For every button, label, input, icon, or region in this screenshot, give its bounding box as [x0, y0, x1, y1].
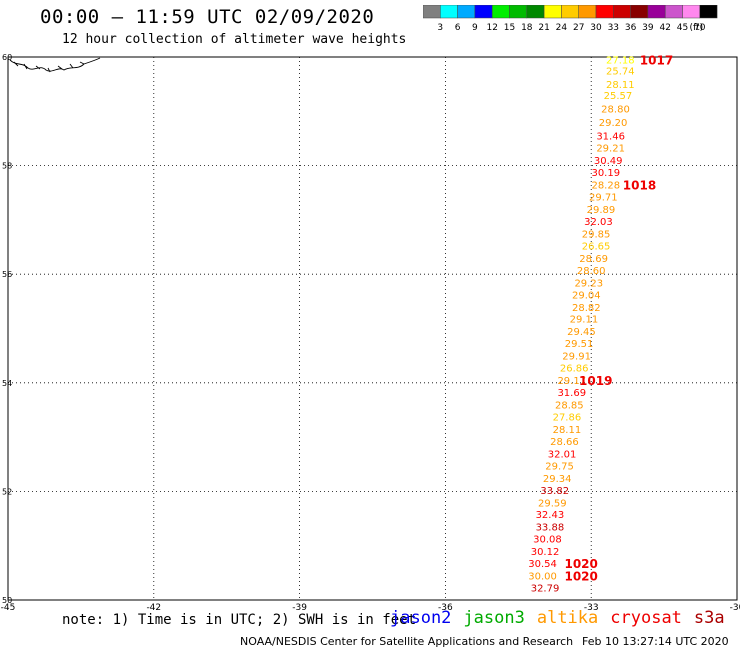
pressure-label: 1020	[564, 570, 597, 584]
swh-value-label: 28.82	[572, 303, 601, 314]
lon-tick-label: -42	[146, 603, 161, 612]
swh-value-label: 32.79	[531, 584, 560, 595]
swh-value-label: 27.18	[606, 56, 635, 67]
lon-tick-label: -33	[584, 603, 599, 612]
swh-value-label: 29.45	[567, 327, 596, 338]
swh-value-label: 28.80	[601, 105, 630, 116]
swh-value-label: 29.20	[599, 118, 628, 129]
colorbar-tick-label: 15	[504, 23, 515, 33]
colorbar-tick-label: 6	[455, 23, 461, 33]
colorbar-tick-label: 12	[486, 23, 497, 33]
footer-credit: NOAA/NESDIS Center for Satellite Applica…	[240, 635, 574, 648]
colorbar-tick-label: 30	[590, 23, 602, 33]
colorbar-tick-label: 24	[556, 23, 568, 33]
swh-value-label: 28.28	[591, 181, 620, 192]
color-scale-legend: 3 6 9 12 15 18 21 24 27 30 33 36 39 42 45 70(ft)	[423, 5, 718, 33]
swh-value-label: 32.43	[536, 510, 565, 521]
swh-value-label: 29.71	[589, 193, 618, 204]
swh-value-label: 30.00	[528, 572, 557, 583]
swh-value-label: 29.04	[572, 290, 601, 301]
swh-value-label: 29.23	[574, 278, 603, 289]
lat-tick-label: 52	[2, 487, 12, 496]
pressure-label: 1020	[564, 557, 597, 571]
lon-tick-label: -30	[730, 603, 740, 612]
lon-tick-label: -36	[438, 603, 453, 612]
lon-tick-label: -45	[1, 603, 16, 612]
swh-value-label: 29.91	[562, 352, 591, 363]
colorbar-tick-label: 27	[573, 23, 584, 33]
swh-value-label: 29.89	[587, 205, 616, 216]
colorbar-tick-label: 33	[608, 23, 619, 33]
swh-value-label: 31.69	[557, 388, 586, 399]
swh-value-label: 30.49	[594, 156, 623, 167]
swh-value-label: 29.34	[543, 474, 572, 485]
swh-value-label: 32.01	[548, 449, 577, 460]
colorbar-unit: (ft)	[690, 23, 704, 33]
swh-value-label: 28.11	[606, 80, 635, 91]
swh-value-label: 25.57	[604, 91, 633, 102]
swh-value-label: 26.86	[560, 364, 589, 375]
pressure-label: 1017	[640, 54, 673, 68]
page-title: 00:00 – 11:59 UTC 02/09/2020	[40, 6, 375, 28]
swh-value-label: 28.66	[550, 437, 579, 448]
swh-value-label: 29.85	[582, 229, 611, 240]
swh-value-label: 29.75	[545, 461, 574, 472]
swh-value-label: 30.19	[591, 168, 620, 179]
swh-value-label: 33.88	[536, 523, 565, 534]
swh-value-label: 29.11	[570, 315, 599, 326]
swh-value-label: 33.82	[540, 486, 569, 497]
swh-value-label: 30.12	[531, 547, 560, 558]
colorbar-tick-label: 45	[677, 23, 688, 33]
swh-value-label: 26.65	[582, 241, 611, 252]
satellite-jason2: jason2	[390, 608, 452, 628]
satellite-s3a: s3a	[693, 608, 725, 628]
lat-tick-label: 60	[2, 53, 12, 62]
lat-tick-label: 56	[2, 270, 12, 279]
satellite-cryosat: cryosat	[610, 608, 682, 628]
colorbar-tick-label: 18	[521, 23, 533, 33]
pressure-label: 1018	[623, 179, 656, 193]
map-frame	[7, 56, 738, 601]
swh-value-label: 25.74	[606, 67, 635, 78]
swh-value-label: 28.69	[579, 254, 608, 265]
swh-value-label: 29.59	[538, 498, 567, 509]
colorbar-swatch	[699, 5, 718, 19]
lat-tick-label: 50	[2, 596, 12, 605]
colorbar-tick-label: 42	[659, 23, 670, 33]
colorbar-tick-label: 39	[642, 23, 654, 33]
swh-value-label: 30.54	[528, 559, 557, 570]
lat-tick-label: 58	[2, 162, 12, 171]
note-text: note: 1) Time is in UTC; 2) SWH is in fe…	[62, 612, 417, 628]
swh-value-label: 29.21	[596, 144, 625, 155]
swh-value-label: 28.60	[577, 266, 606, 277]
colorbar-tick-label: 3	[437, 23, 443, 33]
satellite-jason3: jason3	[463, 608, 525, 628]
lat-tick-label: 54	[2, 379, 12, 388]
swh-value-label: 28.11	[553, 425, 582, 436]
swh-value-label: 29.17	[557, 376, 586, 387]
colorbar-tick-label: 36	[625, 23, 637, 33]
swh-value-label: 27.86	[553, 412, 582, 423]
swh-value-label: 29.51	[565, 339, 594, 350]
swh-value-label: 32.03	[584, 217, 613, 228]
wave-height-map: -45 -42 -39 -36 -33 -30 60 58 56 54 52 50 27.1825.74…	[1, 53, 740, 612]
satellite-altika: altika	[536, 608, 599, 628]
page-subtitle: 12 hour collection of altimeter wave hei…	[62, 32, 407, 47]
colorbar-tick-label: 21	[538, 23, 549, 33]
swh-value-label: 30.08	[533, 535, 562, 546]
coastline	[9, 57, 101, 73]
satellite-legend: jason2 jason3 altika cryosat s3a	[390, 608, 737, 628]
colorbar-tick-label: 9	[472, 23, 478, 33]
swh-value-label: 31.46	[596, 132, 625, 143]
colorbar-tick-label: 70	[694, 23, 706, 33]
swh-value-label: 28.85	[555, 401, 584, 412]
lon-tick-label: -39	[292, 603, 307, 612]
footer-timestamp: Feb 10 13:27:14 UTC 2020	[582, 635, 729, 648]
pressure-label: 1019	[579, 374, 612, 388]
